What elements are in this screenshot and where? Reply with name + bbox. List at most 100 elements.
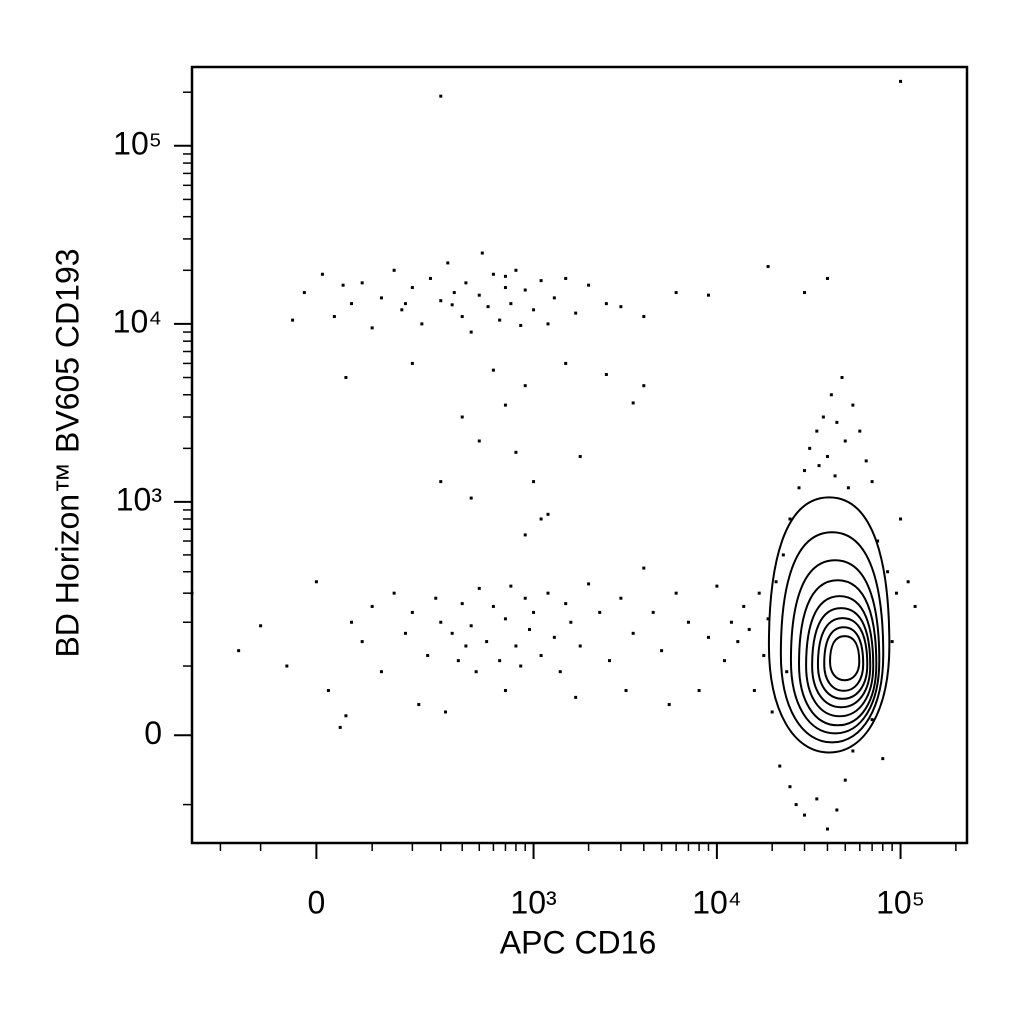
event-dot — [558, 670, 562, 674]
event-dot — [564, 361, 568, 365]
event-dot — [532, 480, 536, 484]
event-dot — [667, 703, 671, 707]
event-dot — [509, 584, 513, 588]
event-dot — [808, 446, 812, 450]
event-dot — [491, 604, 495, 608]
event-dot — [523, 384, 527, 388]
event-dot — [881, 757, 885, 761]
contour — [779, 531, 885, 744]
event-dot — [491, 272, 495, 276]
event-dot — [439, 480, 443, 484]
x-tick-label: 10⁴ — [692, 884, 741, 920]
event-dot — [886, 570, 890, 574]
event-dot — [762, 654, 766, 658]
contour — [798, 579, 878, 727]
y-tick-label: 10⁵ — [113, 125, 162, 161]
event-dot — [825, 276, 829, 280]
contour — [811, 607, 872, 709]
event-dot — [587, 582, 591, 586]
y-tick-label: 0 — [144, 715, 162, 751]
event-dot — [766, 265, 770, 269]
event-dot — [291, 318, 295, 322]
event-dot — [843, 439, 847, 443]
event-dot — [469, 330, 473, 334]
event-dot — [190, 591, 194, 595]
contour — [829, 635, 861, 682]
event-dot — [410, 610, 414, 614]
event-dot — [803, 291, 807, 295]
event-dot — [552, 296, 556, 300]
event-dot — [829, 393, 833, 397]
event-dot — [434, 596, 438, 600]
event-dot — [379, 670, 383, 674]
event-dot — [788, 517, 792, 521]
event-dot — [736, 640, 740, 644]
event-dot — [835, 808, 839, 812]
event-dot — [697, 688, 701, 692]
event-dot — [752, 688, 756, 692]
event-dot — [486, 305, 490, 309]
event-dot — [870, 718, 874, 722]
event-dot — [523, 288, 527, 292]
event-dot — [509, 302, 513, 306]
contour — [767, 496, 891, 754]
event-dot — [564, 276, 568, 280]
event-dot — [403, 302, 407, 306]
event-dot — [491, 368, 495, 372]
event-dot — [503, 617, 507, 621]
event-dot — [460, 415, 464, 419]
event-dot — [237, 649, 241, 653]
event-dot — [360, 640, 364, 644]
event-dot — [817, 464, 821, 468]
event-dot — [446, 261, 450, 265]
event-dot — [729, 620, 733, 624]
contour — [805, 595, 875, 718]
event-dot — [420, 322, 424, 326]
event-dot — [514, 450, 518, 454]
event-dot — [821, 415, 825, 419]
event-dot — [344, 376, 348, 380]
event-dot — [843, 778, 847, 782]
event-dot — [460, 315, 464, 319]
event-dot — [503, 286, 507, 290]
event-dot — [835, 420, 839, 424]
event-dot — [876, 539, 880, 543]
event-dot — [532, 610, 536, 614]
event-dot — [417, 703, 421, 707]
event-dot — [840, 376, 844, 380]
event-dot — [403, 631, 407, 635]
event-dot — [259, 624, 263, 628]
event-dot — [794, 803, 798, 807]
event-dot — [913, 604, 917, 608]
y-tick-label: 10³ — [116, 481, 163, 517]
event-dot — [410, 361, 414, 365]
event-dot — [899, 79, 903, 83]
event-dot — [906, 580, 910, 584]
event-dot — [474, 670, 478, 674]
event-dot — [674, 291, 678, 295]
event-dot — [815, 429, 819, 433]
event-dot — [477, 293, 481, 297]
event-dot — [564, 602, 568, 606]
event-dot — [439, 94, 443, 98]
event-dot — [604, 302, 608, 306]
event-dot — [546, 322, 550, 326]
event-dot — [747, 627, 751, 631]
event-dot — [574, 311, 578, 315]
event-dot — [870, 480, 874, 484]
event-dot — [660, 649, 664, 653]
event-dot — [742, 604, 746, 608]
event-dot — [452, 291, 456, 295]
contour — [816, 617, 869, 700]
event-dot — [631, 401, 635, 405]
event-dot — [360, 281, 364, 285]
event-dot — [523, 533, 527, 537]
contour — [789, 559, 881, 735]
event-dot — [598, 610, 602, 614]
event-dot — [285, 664, 289, 668]
event-dot — [527, 627, 531, 631]
event-dot — [552, 635, 556, 639]
event-dot — [851, 403, 855, 407]
event-dot — [503, 403, 507, 407]
